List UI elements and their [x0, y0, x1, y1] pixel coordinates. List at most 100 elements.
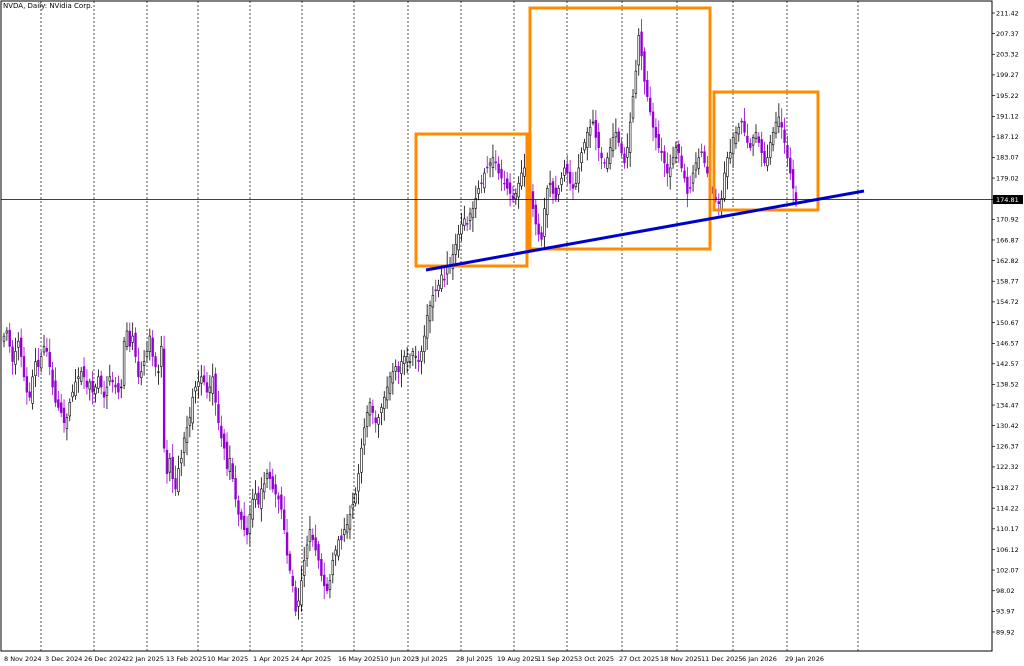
candle: [463, 205, 466, 231]
candle: [454, 233, 457, 267]
candle: [548, 170, 552, 198]
candle: [317, 540, 320, 569]
candle: [91, 371, 94, 405]
candle: [385, 376, 389, 409]
candle: [345, 514, 349, 539]
candle: [668, 154, 672, 190]
candle: [42, 334, 46, 356]
candle: [8, 323, 11, 353]
candle: [471, 201, 475, 232]
candle: [420, 345, 423, 375]
y-tick-label: 146.57: [996, 340, 1019, 348]
support-trendline: [425, 189, 865, 272]
candle: [45, 337, 49, 357]
current-price-label: 174.81: [996, 196, 1019, 204]
candle: [297, 588, 300, 620]
candle: [360, 438, 363, 484]
y-tick-label: 199.27: [996, 71, 1019, 79]
candle: [428, 300, 432, 334]
x-tick-label: 6 Jan 2026: [742, 655, 777, 663]
candle: [39, 351, 43, 373]
x-tick-label: 28 Jul 2025: [456, 655, 493, 663]
candles: [2, 19, 798, 620]
candle: [614, 118, 618, 150]
candle: [365, 405, 369, 438]
annotation-box-1: [414, 132, 529, 268]
candle: [451, 244, 455, 280]
candle: [348, 505, 352, 540]
candle: [25, 367, 29, 405]
candle: [51, 361, 54, 396]
candle: [486, 156, 489, 174]
y-tick-label: 93.97: [996, 608, 1015, 616]
x-tick-label: 11 Dec 2025: [701, 655, 743, 663]
x-tick-label: 8 Nov 2024: [4, 655, 42, 663]
candle: [411, 347, 415, 366]
candle: [254, 480, 257, 508]
candle: [197, 370, 200, 399]
candle: [251, 488, 254, 528]
candle: [97, 369, 100, 394]
x-tick-label: 10 Jun 2025: [380, 655, 419, 663]
candle: [311, 528, 314, 547]
y-tick-label: 102.07: [996, 566, 1019, 574]
y-tick-label: 98.02: [996, 587, 1015, 595]
candle: [245, 516, 249, 545]
candle: [142, 350, 146, 376]
candle: [394, 359, 397, 381]
candle: [497, 156, 500, 180]
candle: [48, 338, 51, 376]
y-tick-label: 106.12: [996, 546, 1019, 554]
candle: [440, 268, 443, 292]
candle: [574, 171, 578, 190]
candle: [231, 457, 234, 483]
candle: [583, 138, 586, 154]
candle: [540, 226, 543, 247]
x-tick-label: 26 Dec 2024: [84, 655, 126, 663]
candle: [108, 364, 111, 386]
candle: [674, 141, 678, 164]
candle: [291, 569, 294, 593]
x-tick-label: 22 Jan 2025: [125, 655, 164, 663]
candle: [514, 188, 517, 205]
candle: [751, 134, 755, 157]
candle: [211, 363, 214, 406]
candle: [65, 413, 69, 441]
candle: [434, 279, 437, 302]
candle: [54, 367, 57, 408]
candle: [791, 159, 795, 203]
candle: [443, 267, 446, 288]
candle: [88, 378, 91, 401]
candle: [763, 141, 766, 167]
candle: [162, 335, 166, 453]
candle: [57, 390, 60, 411]
y-tick-label: 142.57: [996, 360, 1019, 368]
candle: [371, 399, 375, 425]
candle: [151, 330, 154, 367]
candle: [22, 347, 26, 382]
candle: [191, 388, 194, 430]
candle: [729, 139, 732, 164]
candle: [380, 403, 383, 426]
candle: [771, 126, 775, 152]
candle: [200, 364, 203, 396]
candle: [543, 197, 546, 248]
candle: [397, 361, 400, 384]
candle: [117, 375, 120, 400]
candle: [77, 367, 80, 393]
candle: [128, 322, 132, 353]
x-tick-label: 1 Apr 2025: [253, 655, 289, 663]
candle: [237, 495, 240, 527]
vertical-grid: [40, 1, 859, 651]
candle: [628, 112, 632, 167]
candle: [743, 108, 746, 137]
candle: [568, 160, 572, 191]
candle: [271, 468, 274, 493]
candle: [280, 486, 283, 520]
candle: [640, 19, 643, 71]
candle: [646, 70, 649, 102]
candle: [383, 391, 386, 421]
candle: [220, 415, 223, 448]
candle: [634, 59, 638, 99]
candle: [580, 147, 583, 172]
